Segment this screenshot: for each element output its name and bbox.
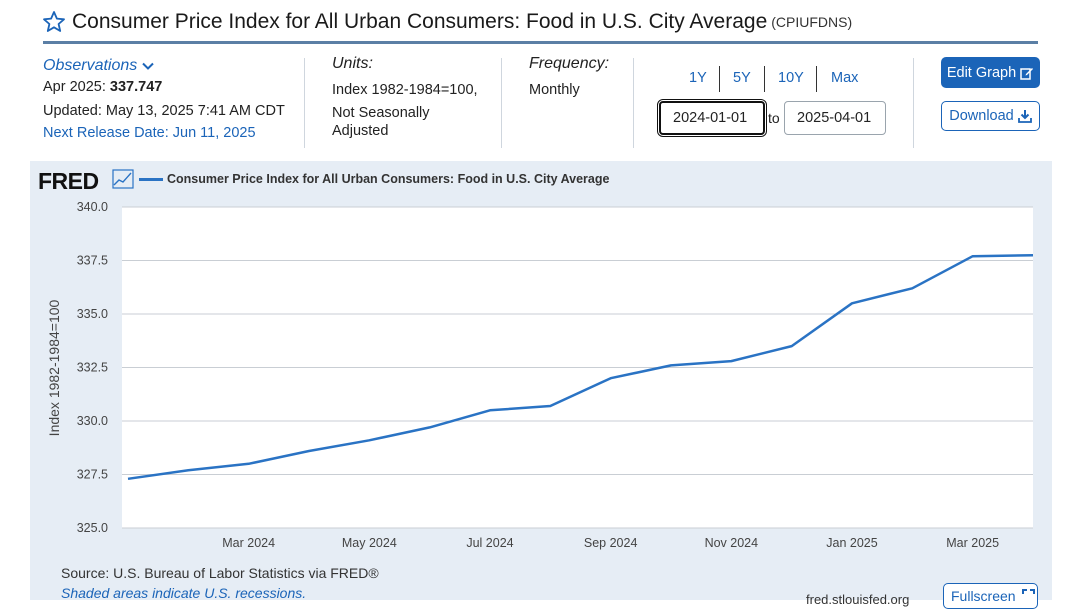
observations-label: Observations [43,57,138,74]
range-max-button[interactable]: Max [831,70,859,86]
data-point [910,286,914,290]
x-tick-label: Sep 2024 [584,536,638,550]
series-line [127,253,1034,481]
range-5y-button[interactable]: 5Y [733,70,751,86]
chevron-down-icon [142,62,154,70]
recession-note-link[interactable]: Shaded areas indicate U.S. recessions. [61,585,307,601]
data-point [609,376,613,380]
data-point [669,363,673,367]
updated-text: Updated: May 13, 2025 7:41 AM CDT [43,103,285,120]
edit-graph-button[interactable]: Edit Graph [941,57,1040,88]
page-title: Consumer Price Index for All Urban Consu… [72,10,768,33]
source-text: Source: U.S. Bureau of Labor Statistics … [61,565,379,581]
range-separator [816,66,817,92]
fred-graph-icon [112,169,134,189]
observation-date: Apr 2025: [43,79,106,96]
divider [633,58,634,148]
frequency-label: Frequency: [529,55,610,72]
data-point [790,344,794,348]
divider [913,58,914,148]
legend-label: Consumer Price Index for All Urban Consu… [167,172,610,186]
data-point [247,462,251,466]
title-divider [43,41,1038,44]
units-panel: Units: Index 1982-1984=100, Not Seasonal… [332,54,478,141]
y-tick-label: 332.5 [77,361,108,375]
y-tick-label: 337.5 [77,254,108,268]
y-tick-label: 335.0 [77,307,108,321]
units-label: Units: [332,55,373,72]
title-row: Consumer Price Index for All Urban Consu… [42,6,1038,38]
fullscreen-icon [1022,589,1036,594]
data-point [428,425,432,429]
units-line-2: Not Seasonally [332,104,430,121]
data-point [126,477,130,481]
data-point [488,408,492,412]
series-id: (CPIUFDNS) [771,14,853,30]
frequency-value: Monthly [529,81,580,98]
frequency-panel: Frequency: Monthly [529,54,609,100]
fullscreen-label: Fullscreen [951,588,1016,604]
units-line-3: Adjusted [332,123,389,140]
units-line-1: Index 1982-1984=100, [332,81,478,98]
observations-dropdown[interactable]: Observations [43,54,285,77]
range-separator [719,66,720,92]
edit-icon [1020,67,1034,80]
download-label: Download [949,108,1014,124]
x-tick-label: Jul 2024 [466,536,513,550]
legend-swatch [139,178,163,181]
range-1y-button[interactable]: 1Y [689,70,707,86]
download-icon [1017,110,1032,123]
x-tick-label: May 2024 [342,536,397,550]
to-label: to [768,110,780,126]
data-point [548,404,552,408]
divider [501,58,502,148]
data-point [367,438,371,442]
y-tick-label: 325.0 [77,521,108,535]
latest-observation: Apr 2025: 337.747 [43,77,285,98]
data-point [1031,253,1035,257]
x-tick-label: Mar 2025 [946,536,999,550]
next-release-link[interactable]: Next Release Date: Jun 11, 2025 [43,125,256,142]
data-point [186,468,190,472]
download-button[interactable]: Download [941,101,1040,131]
data-point [729,359,733,363]
data-point [971,254,975,258]
range-separator [764,66,765,92]
fullscreen-button[interactable]: Fullscreen [943,583,1038,609]
data-point [850,301,854,305]
edit-graph-label: Edit Graph [946,64,1017,81]
end-date-input[interactable] [784,101,886,135]
x-tick-label: Nov 2024 [705,536,759,550]
fred-logo: FRED [38,168,99,194]
star-icon[interactable] [42,10,66,34]
range-10y-button[interactable]: 10Y [778,70,804,86]
x-tick-label: Mar 2024 [222,536,275,550]
observation-value: 337.747 [109,79,163,96]
divider [304,58,305,148]
data-point [307,449,311,453]
x-tick-label: Jan 2025 [826,536,877,550]
y-tick-label: 330.0 [77,414,108,428]
y-tick-label: 327.5 [77,468,108,482]
observations-panel: Observations Apr 2025: 337.747 Updated: … [43,54,285,144]
start-date-input[interactable] [657,99,767,137]
y-tick-label: 340.0 [77,200,108,214]
